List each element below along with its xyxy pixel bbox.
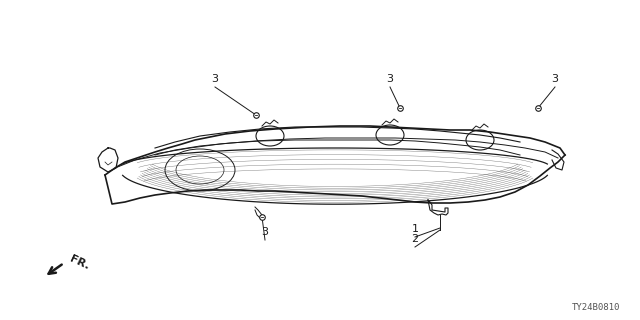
Text: 3: 3 [387, 74, 394, 84]
Text: FR.: FR. [68, 254, 91, 272]
Text: 3: 3 [552, 74, 559, 84]
Text: 3: 3 [211, 74, 218, 84]
Text: 1: 1 [412, 224, 419, 234]
Text: 3: 3 [262, 227, 269, 237]
Text: 2: 2 [412, 234, 419, 244]
Text: TY24B0810: TY24B0810 [572, 303, 620, 312]
